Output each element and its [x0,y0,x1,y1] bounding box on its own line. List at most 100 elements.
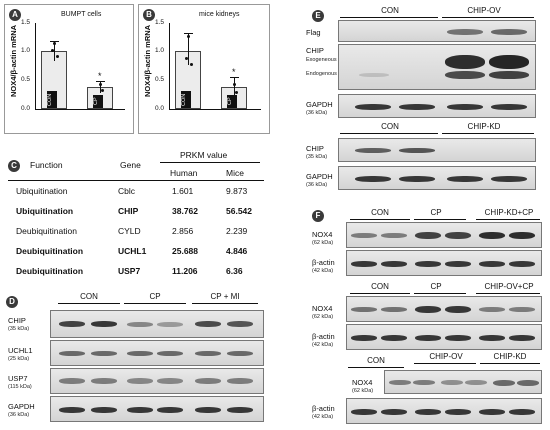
band [59,407,85,413]
error-bar [234,77,235,99]
data-point [185,57,188,60]
panel-a-badge: A [9,9,21,21]
row-human: 1.601 [172,186,194,196]
band [441,380,463,385]
panel-a-title: BUMPT cells [61,11,102,18]
band [517,380,539,386]
group-label: CHIP-KD [493,352,527,361]
row-function: Ubiquitination [16,186,68,196]
blot-label-nox4: NOX4 [312,304,333,313]
group-underline [340,133,438,134]
panel-f-badge: F [312,210,324,222]
group-underline [414,219,466,220]
row-mice: 4.846 [226,246,248,256]
blot-label-uchl1: UCHL1 [8,346,33,355]
header-function: Function [30,160,63,170]
band [479,335,505,341]
blot-label-gapdh: GAPDH [8,402,35,411]
band [195,378,221,384]
x-axis [169,109,261,110]
blot-kda: (42 kDa) [312,342,334,348]
band [489,71,529,79]
group-label: CHIP-OV+CP [484,282,534,291]
band [351,335,377,341]
blot-label-gapdh: GAPDH [306,100,333,109]
band [355,176,391,182]
group-underline [442,133,534,134]
band [509,261,535,267]
panel-a-chart: A BUMPT cells NOX4/β-actin mRNA 1.5 1.0 … [4,4,134,134]
error-cap [96,81,105,82]
data-point [53,42,56,45]
blot-kda: (35 kDa) [306,154,328,160]
blot-uchl1 [50,340,264,366]
group-label: CP [430,282,442,291]
label-endogenous: Endogenous [306,71,337,77]
error-cap [50,41,59,42]
band [399,176,435,182]
band [351,233,377,238]
blot-usp7 [50,368,264,394]
band [479,409,505,415]
blot-label-actin: β-actin [312,404,335,413]
blot-kda: (36 kDa) [8,412,30,418]
panel-b-chart: B mice kidneys NOX4/β-actin mRNA 1.5 1.0… [138,4,270,134]
band [479,232,505,239]
header-bottom-line [8,180,264,181]
blot-label-usp7: USP7 [8,374,28,383]
band [479,261,505,267]
group-label: CP [430,208,442,217]
data-point [187,35,190,38]
group-label: CON [371,208,389,217]
blot-nox4 [346,296,542,322]
band [381,335,407,341]
band [445,232,471,239]
band [127,378,153,384]
group-underline [414,293,466,294]
significance-star: * [232,67,236,77]
group-label: CON [367,356,385,365]
row-mice: 6.36 [226,266,243,276]
header-gene: Gene [120,160,141,170]
band [195,351,221,356]
panel-b-title: mice kidneys [199,11,240,18]
row-human: 2.856 [172,226,194,236]
group-underline [350,219,410,220]
group-label: CHIP-OV [429,352,463,361]
blot-kda: (62 kDa) [352,388,374,394]
blot-kda: (25 kDa) [8,356,30,362]
band [447,29,483,35]
blot-label-chip: CHIP [306,46,324,55]
group-underline [124,303,186,304]
band [351,307,377,312]
row-gene: Cblc [118,186,136,196]
band [355,104,391,110]
group-label: CHIP-KD [467,122,501,131]
band [355,148,391,153]
group-underline [192,303,258,304]
band [465,380,487,385]
band [415,335,441,341]
data-point [190,63,193,66]
significance-star: * [98,71,102,81]
band [91,351,117,356]
band [491,29,527,35]
row-human: 11.206 [172,266,198,276]
band [415,261,441,267]
group-underline [442,17,534,18]
band [227,378,253,384]
blot-label-nox4: NOX4 [312,230,333,239]
blot-label-actin: β-actin [312,258,335,267]
band [91,378,117,384]
blot-kda: (42 kDa) [312,414,334,420]
tick: 1.0 [21,47,31,54]
band [157,407,183,413]
blot-flag [338,20,536,42]
blot-kda: (42 kDa) [312,268,334,274]
band [491,176,527,182]
band [509,307,535,312]
group-label: CON [381,6,399,15]
label-exogeneous: Exogeneous [306,57,337,63]
blot-label-chip: CHIP [306,144,324,153]
error-bar [188,33,189,65]
